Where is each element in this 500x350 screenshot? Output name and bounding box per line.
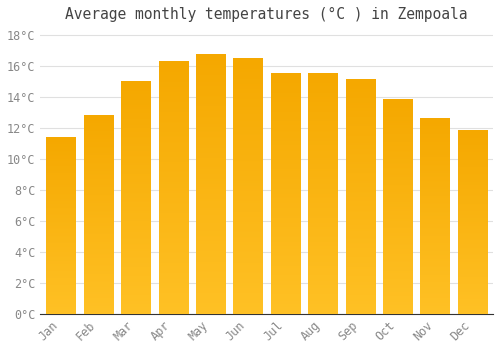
- Title: Average monthly temperatures (°C ) in Zempoala: Average monthly temperatures (°C ) in Ze…: [66, 7, 468, 22]
